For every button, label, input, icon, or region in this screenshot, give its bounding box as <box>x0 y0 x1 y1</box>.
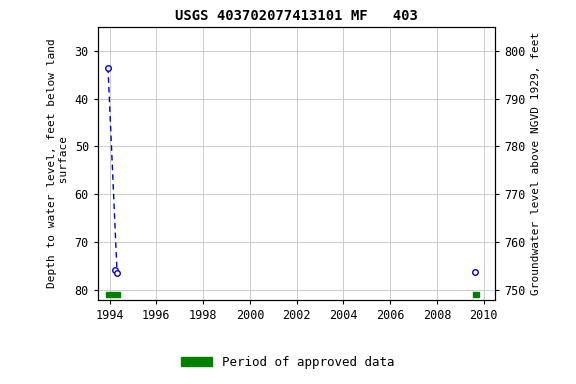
Legend: Period of approved data: Period of approved data <box>176 351 400 374</box>
Y-axis label: Depth to water level, feet below land
 surface: Depth to water level, feet below land su… <box>47 38 69 288</box>
Bar <box>106 292 120 297</box>
Title: USGS 403702077413101 MF   403: USGS 403702077413101 MF 403 <box>175 9 418 23</box>
Bar <box>473 292 479 297</box>
Y-axis label: Groundwater level above NGVD 1929, feet: Groundwater level above NGVD 1929, feet <box>531 31 541 295</box>
